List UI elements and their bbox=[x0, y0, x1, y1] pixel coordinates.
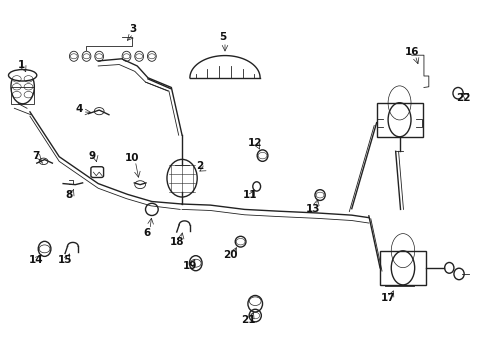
Bar bbox=[379, 251, 426, 285]
Text: 22: 22 bbox=[455, 93, 469, 103]
Text: 17: 17 bbox=[380, 293, 395, 303]
Text: 2: 2 bbox=[196, 161, 203, 171]
Text: 21: 21 bbox=[241, 315, 255, 325]
Text: 14: 14 bbox=[28, 255, 43, 265]
Text: 15: 15 bbox=[58, 255, 72, 265]
Text: 8: 8 bbox=[65, 190, 72, 200]
Text: 5: 5 bbox=[219, 32, 226, 42]
Text: 13: 13 bbox=[305, 204, 319, 214]
Text: 20: 20 bbox=[223, 250, 238, 260]
Ellipse shape bbox=[8, 69, 37, 81]
Text: 16: 16 bbox=[404, 46, 418, 57]
Text: 1: 1 bbox=[18, 60, 25, 70]
Bar bbox=[376, 103, 422, 137]
Text: 11: 11 bbox=[243, 190, 257, 200]
Bar bbox=[11, 87, 34, 104]
Text: 7: 7 bbox=[32, 150, 40, 161]
Text: 10: 10 bbox=[125, 153, 139, 163]
Text: 19: 19 bbox=[183, 261, 197, 271]
Text: 18: 18 bbox=[170, 237, 184, 247]
Text: 4: 4 bbox=[76, 104, 83, 114]
Text: 6: 6 bbox=[143, 228, 150, 238]
Text: 9: 9 bbox=[89, 150, 96, 161]
Text: 3: 3 bbox=[129, 24, 137, 35]
Text: 12: 12 bbox=[247, 139, 262, 148]
